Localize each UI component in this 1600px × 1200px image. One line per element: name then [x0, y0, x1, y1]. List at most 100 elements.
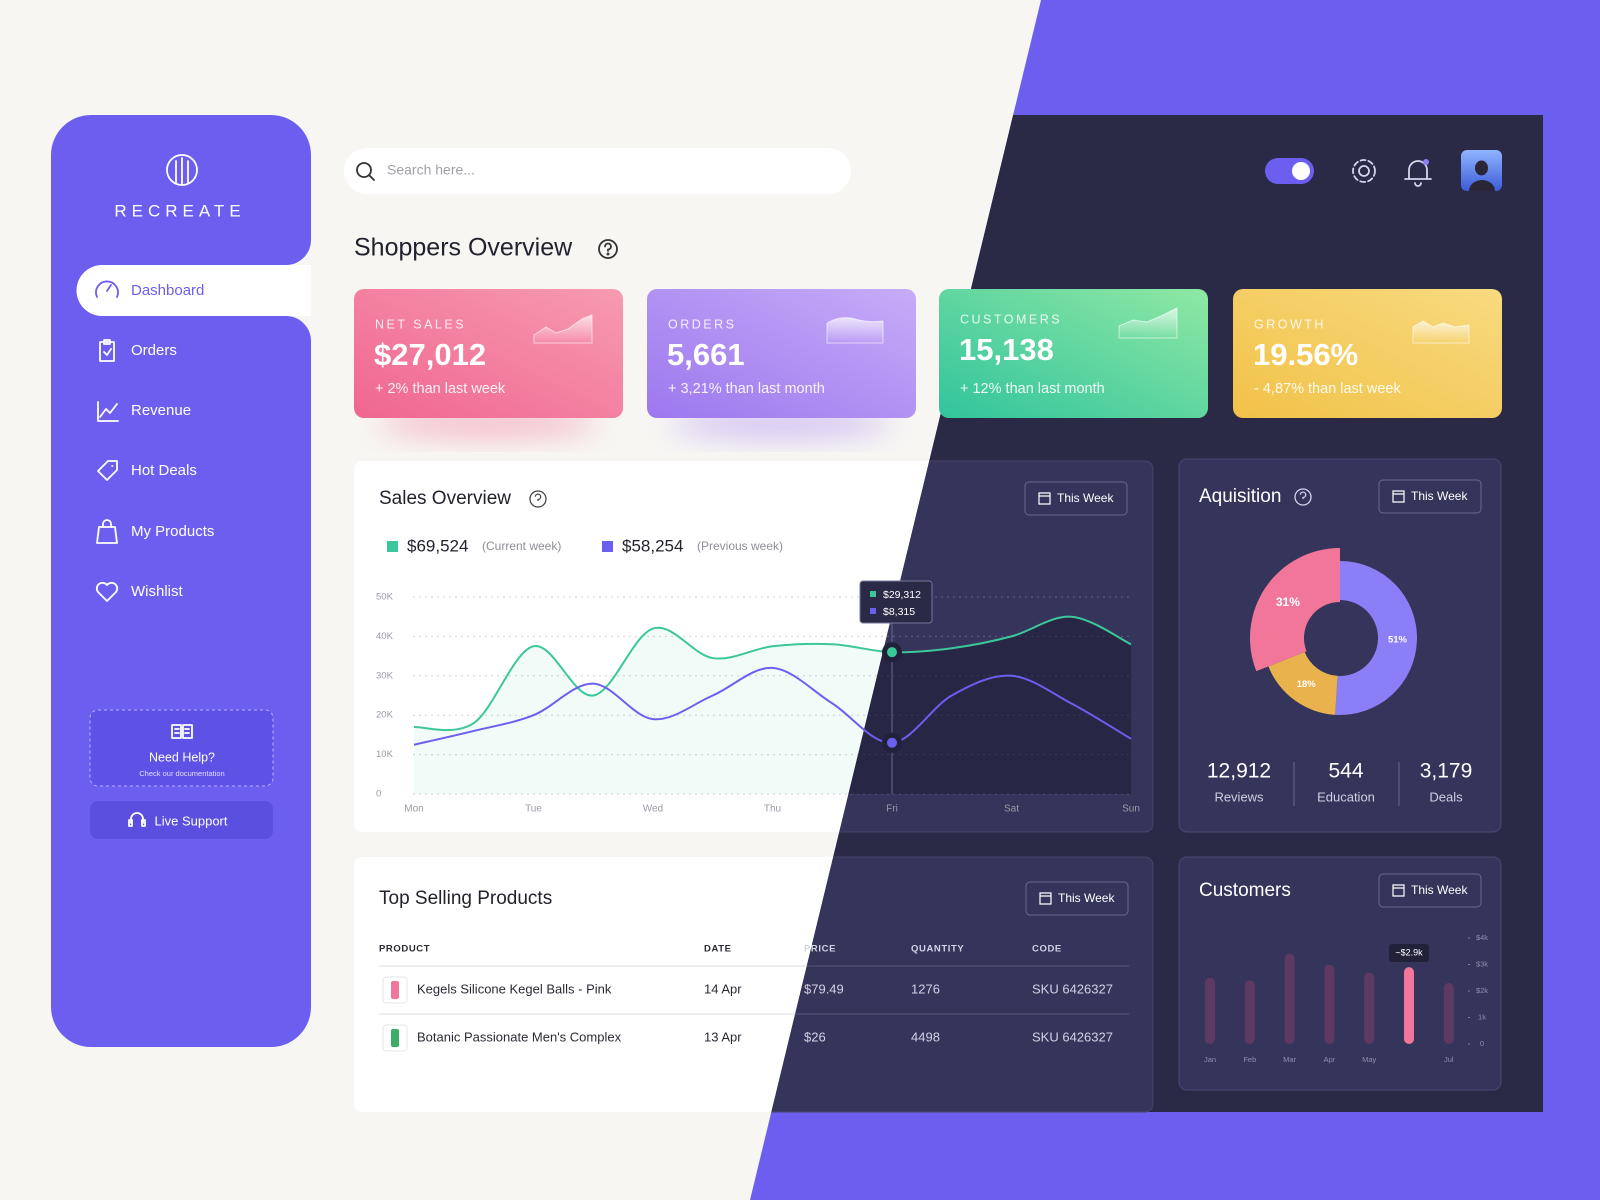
tooltip-value: $29,312: [883, 589, 921, 601]
legend-name: (Current week): [482, 539, 561, 553]
stat-value: 3,179: [1420, 760, 1473, 783]
table-cell: SKU 6426327: [1032, 1029, 1113, 1044]
bar: [1404, 967, 1414, 1044]
nav-item[interactable]: My Products: [131, 523, 214, 540]
line: [413, 615, 1132, 732]
x-tick-label: Mar: [1283, 1055, 1296, 1064]
x-tick-label: Tue: [525, 804, 542, 815]
help-text: Check our documentation: [139, 769, 224, 778]
tooltip: [859, 580, 933, 624]
kpi-label: CUSTOMERS: [960, 312, 1062, 326]
pie-slice: [1335, 561, 1417, 715]
kpi-change: + 12% than last month: [960, 381, 1105, 397]
search-box[interactable]: [344, 148, 851, 194]
bar: [1443, 983, 1454, 1044]
search-icon: [356, 162, 375, 181]
nav-item[interactable]: Wishlist: [131, 583, 183, 600]
x-tick-label: Jul: [1444, 1055, 1454, 1064]
period-button[interactable]: [1378, 873, 1482, 908]
nav-item[interactable]: Orders: [131, 342, 177, 359]
kpi-change: - 4,87% than last week: [1254, 381, 1401, 397]
kpi-label: ORDERS: [668, 317, 736, 331]
y-tick-label: 20K: [376, 710, 394, 721]
notification-dot: [1423, 159, 1429, 165]
table-cell: SKU 6426327: [1032, 981, 1113, 996]
nav-item[interactable]: Hot Deals: [131, 462, 197, 479]
x-tick-label: Wed: [643, 804, 663, 815]
period-button[interactable]: [1025, 881, 1129, 916]
x-tick-label: Thu: [764, 804, 781, 815]
y-tick-label: 0: [376, 789, 381, 800]
column-header: PRICE: [804, 944, 836, 955]
card-title: Customers: [1199, 880, 1291, 901]
search-placeholder: Search here...: [387, 162, 475, 178]
pie-slice: [1250, 548, 1340, 672]
pie-slice: [1268, 651, 1338, 715]
calendar-icon: [1039, 892, 1052, 905]
stat-value: 12,912: [1207, 760, 1271, 783]
x-tick-label: Feb: [1243, 1055, 1256, 1064]
product-thumb-art: [391, 1029, 399, 1047]
legend-total: $69,524: [407, 536, 468, 555]
tooltip-value: ~$2.9k: [1395, 947, 1423, 957]
help-icon: [529, 490, 547, 508]
legend-name: (Previous week): [697, 539, 783, 553]
support-button[interactable]: [90, 801, 273, 839]
period-label: This Week: [1057, 491, 1114, 505]
column-header: PRODUCT: [379, 944, 430, 955]
kpi-sparkline: [533, 314, 593, 344]
bar: [1205, 977, 1215, 1044]
column-header: QUANTITY: [911, 944, 964, 955]
help-title: Need Help?: [149, 750, 215, 764]
x-tick-label: Fri: [886, 804, 898, 815]
x-tick-label: Apr: [1324, 1055, 1336, 1064]
period-label: This Week: [1411, 883, 1468, 897]
period-button[interactable]: [1378, 479, 1482, 514]
kpi-label: GROWTH: [1254, 317, 1326, 331]
x-tick-label: Sun: [1122, 804, 1140, 815]
active-nav-pill[interactable]: [76, 265, 312, 316]
x-tick-label: Sat: [1004, 804, 1019, 815]
kpi-sparkline: [826, 317, 884, 344]
y-tick-label: $2k: [1476, 986, 1488, 995]
tooltip: [1389, 944, 1429, 962]
bar: [1244, 980, 1255, 1044]
slice-label: 31%: [1276, 595, 1300, 609]
period-button[interactable]: [1024, 481, 1128, 516]
help-box[interactable]: [89, 709, 274, 787]
kpi-value: 5,661: [667, 337, 745, 372]
product-thumb-art: [391, 981, 399, 999]
y-tick-label: 1k: [1478, 1012, 1486, 1021]
bar: [1364, 972, 1375, 1044]
y-tick-label: 50K: [376, 592, 394, 603]
logo-icon: [166, 154, 198, 186]
column-header: CODE: [1032, 944, 1062, 955]
calendar-icon: [1392, 490, 1405, 503]
bar: [1324, 964, 1335, 1044]
kpi-value: 15,138: [959, 332, 1054, 367]
table-cell: 13 Apr: [704, 1029, 742, 1044]
help-mark: [534, 493, 542, 501]
kpi-value: 19.56%: [1253, 337, 1358, 372]
calendar-icon: [1038, 492, 1051, 505]
bar: [1284, 953, 1295, 1044]
y-tick-label: $3k: [1476, 959, 1488, 968]
card-title: Sales Overview: [379, 488, 511, 509]
settings-icon[interactable]: [1352, 159, 1376, 183]
notifications-icon[interactable]: [1404, 160, 1432, 187]
help-mark: [1299, 491, 1307, 499]
nav-item[interactable]: Dashboard: [131, 282, 204, 299]
period-label: This Week: [1058, 891, 1115, 905]
stat-value: 544: [1328, 760, 1363, 783]
help-icon: [598, 239, 618, 259]
headset-icon: [128, 812, 146, 827]
nav-item[interactable]: Revenue: [131, 402, 191, 419]
y-tick-label: 10K: [376, 749, 394, 760]
period-label: This Week: [1411, 489, 1468, 503]
kpi-label: NET SALES: [375, 317, 466, 331]
brand: RECREATE: [114, 201, 245, 220]
sidebar-bottom: [200, 316, 311, 386]
support-label: Live Support: [155, 813, 228, 828]
table-cell: Kegels Silicone Kegel Balls - Pink: [417, 981, 612, 996]
